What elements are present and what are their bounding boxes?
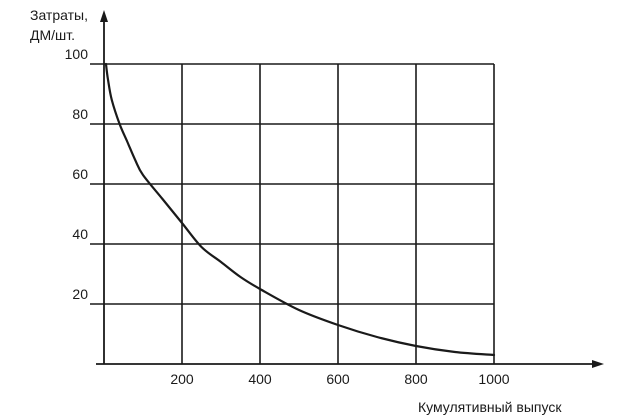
series-line-0 [104, 62, 496, 357]
y-tick-label: 80 [72, 106, 88, 122]
x-tick-label: 1000 [478, 371, 509, 387]
tick-labels: 200 400 600 800 1000 20 40 60 80 100 [65, 46, 510, 387]
series [104, 62, 496, 357]
y-tick-label: 20 [72, 286, 88, 302]
y-tick-label: 60 [72, 166, 88, 182]
x-axis-arrow [592, 360, 604, 368]
y-axis-label-line-2: ДМ/шт. [30, 27, 75, 43]
y-axis-label-line-1: Затраты, [30, 7, 88, 23]
y-tick-label: 100 [65, 46, 89, 62]
x-tick-label: 200 [170, 371, 194, 387]
grid [90, 63, 495, 364]
x-tick-label: 600 [326, 371, 350, 387]
y-axis-arrow [100, 10, 108, 22]
x-tick-label: 400 [248, 371, 272, 387]
x-tick-label: 800 [404, 371, 428, 387]
y-tick-label: 40 [72, 226, 88, 242]
axes [96, 10, 604, 368]
x-axis-label: Кумулятивный выпуск [418, 399, 562, 415]
